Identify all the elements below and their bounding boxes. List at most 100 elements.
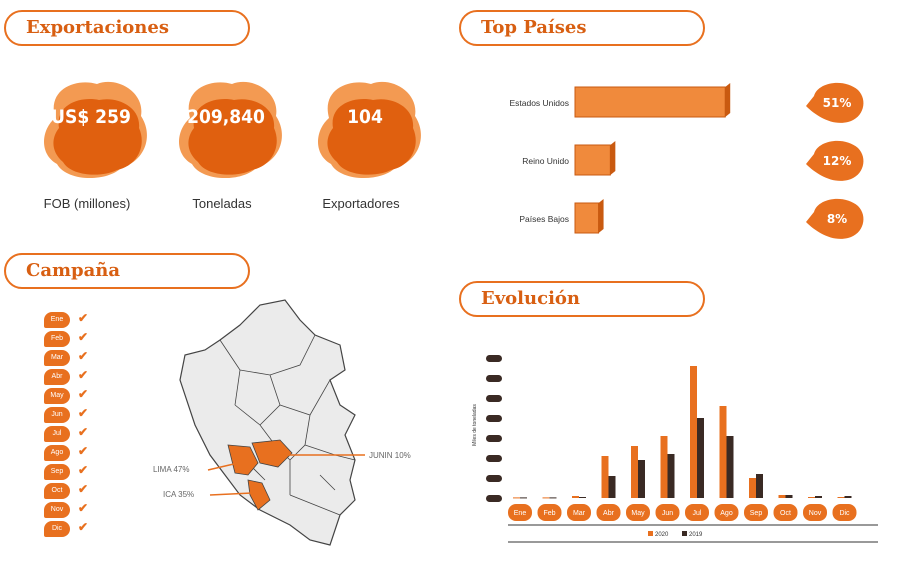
bar-2020 (572, 496, 579, 498)
bar-2020 (631, 446, 638, 498)
country-label: Estados Unidos (509, 98, 569, 108)
bar-2020 (837, 497, 845, 498)
month-badge: Dic (44, 521, 70, 537)
month-axis-badge (626, 504, 650, 521)
month-axis-badge (567, 504, 591, 521)
country-bar-side (725, 83, 731, 117)
x-tick-label: Jun (662, 510, 673, 517)
bar-2020 (542, 497, 550, 499)
month-axis-badge (744, 504, 768, 521)
country-bar-side (598, 199, 604, 233)
bar-2019 (785, 495, 793, 498)
kpi-blob: 104 (311, 78, 421, 179)
month-badge: Abr (44, 369, 70, 385)
section-title-evolucion: Evolución (459, 281, 705, 317)
check-icon: ✔ (78, 463, 89, 477)
evolucion-chart: Miles de toneladas Ene Feb Mar Abr May Jun Jul A… (472, 355, 878, 543)
top-paises-chart: Estados Unidos 51% Reino Unido 12% Países Ba… (509, 82, 864, 239)
month-axis-badge (714, 504, 739, 521)
leader-ica (209, 492, 253, 496)
x-tick-label: Oct (780, 510, 791, 517)
bar-2019 (638, 460, 645, 498)
check-icon: ✔ (78, 482, 89, 496)
country-label: Países Bajos (519, 214, 569, 224)
check-icon: ✔ (78, 387, 89, 401)
x-tick-label: Ago (720, 510, 733, 517)
country-bar (574, 86, 726, 118)
kpi-blob: US$ 259 (37, 78, 147, 179)
y-tick-badge (486, 455, 502, 462)
bar-2019 (549, 497, 557, 499)
month-badge: Sep (44, 464, 70, 480)
x-tick-label: Abr (603, 510, 615, 517)
bar-2019 (520, 497, 527, 499)
region-lima (227, 444, 259, 476)
bar-2020 (660, 436, 668, 498)
legend-label: 2019 (689, 532, 703, 538)
pct-label: 51% (823, 96, 852, 110)
month-badge: Feb (44, 331, 70, 347)
x-tick-label: Feb (543, 510, 555, 517)
month-badge: Jul (44, 426, 70, 442)
pct-bubble: 51% (806, 82, 864, 123)
bar-2019 (667, 454, 675, 498)
section-title-top-paises: Top Países (459, 10, 705, 46)
y-tick-badge (486, 475, 502, 482)
bar-2019 (608, 476, 616, 498)
pct-label: 8% (827, 212, 847, 226)
x-tick-label: Mar (573, 510, 586, 517)
section-title-exportaciones: Exportaciones (4, 10, 250, 46)
kpi-value: US$ 259 (51, 106, 131, 128)
month-axis-badge (832, 504, 857, 521)
month-axis-badge (596, 504, 621, 521)
check-icon: ✔ (78, 330, 89, 344)
y-tick-badge (486, 375, 502, 382)
check-icon: ✔ (78, 520, 89, 534)
y-tick-badge (486, 415, 502, 422)
x-tick-label: Jul (693, 510, 702, 517)
x-tick-label: Nov (809, 510, 822, 517)
bar-2019 (697, 418, 704, 498)
bar-2019 (756, 474, 763, 498)
kpi-caption: Exportadores (322, 196, 400, 211)
x-tick-label: Ene (514, 510, 527, 517)
bar-2020 (690, 366, 697, 498)
month-badge: Oct (44, 483, 70, 499)
country-bar (574, 202, 600, 234)
peru-map (179, 299, 365, 546)
region-label-junin: JUNIN 10% (369, 451, 411, 460)
bar-2020 (601, 456, 609, 498)
bar-2019 (579, 497, 586, 498)
kpi-blob: 209,840 (172, 78, 282, 179)
country-bar-side (610, 141, 616, 175)
y-tick-badge (486, 495, 502, 502)
y-axis-label: Miles de toneladas (472, 404, 478, 446)
y-tick-badge (486, 435, 502, 442)
month-axis-badge (803, 504, 827, 521)
region-junin (251, 439, 293, 468)
month-axis-badge (685, 504, 709, 521)
section-title-campana: Campaña (4, 253, 250, 289)
check-icon: ✔ (78, 444, 89, 458)
legend-label: 2020 (655, 532, 669, 538)
month-badge: Jun (44, 407, 70, 423)
pct-label: 12% (823, 154, 852, 168)
country-bar (574, 144, 611, 176)
bar-2020 (749, 478, 756, 498)
kpi-caption: FOB (millones) (43, 196, 131, 211)
bar-2019 (726, 436, 734, 498)
bar-2020 (778, 495, 786, 498)
kpi-value: 104 (347, 106, 383, 128)
x-tick-label: Sep (750, 510, 763, 517)
y-tick-badge (486, 395, 502, 402)
month-badge: Nov (44, 502, 70, 518)
check-icon: ✔ (78, 406, 89, 420)
region-label-lima: LIMA 47% (153, 465, 190, 474)
country-label: Reino Unido (522, 156, 569, 166)
x-tick-label: May (631, 510, 645, 517)
month-badge: Ene (44, 312, 70, 328)
bar-2019 (815, 496, 822, 498)
pct-bubble: 8% (806, 198, 864, 239)
bar-2020 (513, 497, 520, 499)
pct-bubble: 12% (806, 140, 864, 181)
